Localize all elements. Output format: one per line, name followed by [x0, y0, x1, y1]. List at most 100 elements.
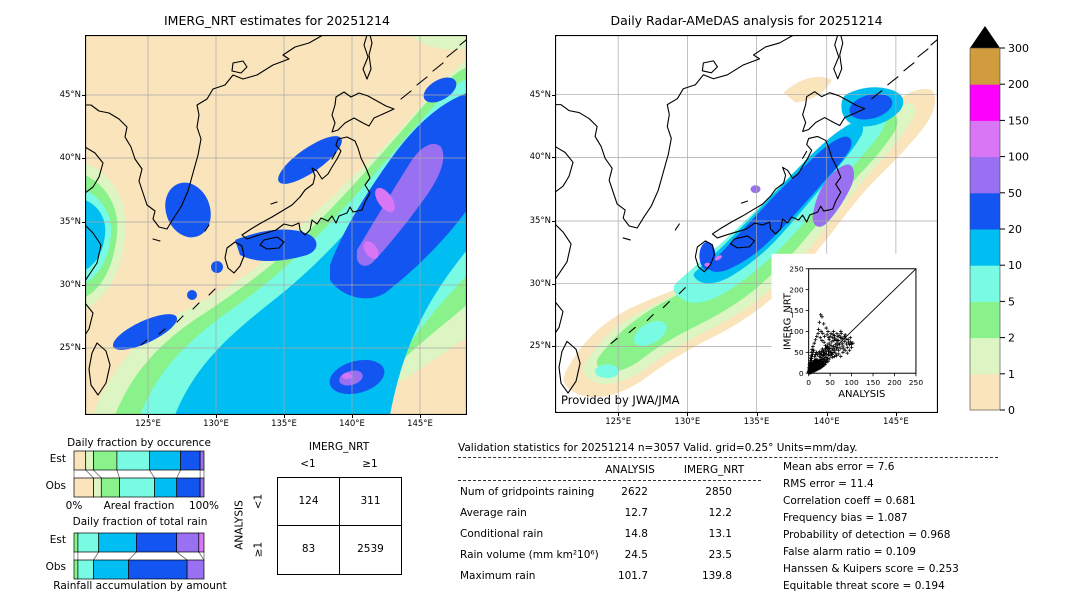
x-tick-label: 130°E: [203, 419, 229, 429]
scatter-frame: [808, 268, 917, 374]
colorbar-segment: [970, 301, 1000, 339]
validation-analysis-value: 2622: [621, 486, 648, 498]
est-segment-50-100: [199, 450, 205, 471]
validation-col-analysis: ANALYSIS: [605, 464, 655, 476]
colorbar: 0 1 2 5 10 20 50 100 150 200 300: [969, 26, 1029, 417]
colorbar-segment: [970, 192, 1000, 230]
y-tick-mark: [82, 222, 85, 223]
validation-col-imerg: IMERG_NRT: [683, 464, 745, 476]
est-segment-1-2: [85, 450, 94, 471]
x-tick-mark: [352, 415, 353, 418]
scatter-y-tick-label: 250: [789, 264, 804, 273]
y-tick-mark: [552, 283, 555, 285]
contingency-row-label-ge1: ≥1: [252, 541, 265, 558]
x-tick-label: 125°E: [135, 419, 161, 429]
y-tick-label: 40°N: [59, 153, 81, 163]
score-line: Mean abs error = 7.6: [783, 461, 895, 473]
validation-row-label: Rain volume (mm km²10⁶): [460, 549, 599, 561]
score-line: Hanssen & Kuipers score = 0.253: [783, 563, 959, 575]
obs-segment-2-5: [73, 559, 79, 580]
colorbar-segment: [970, 156, 1000, 194]
colorbar-segment: [970, 265, 1000, 302]
x-tick-label: 135°E: [271, 419, 297, 429]
validation-title: Validation statistics for 20251214 n=305…: [458, 442, 858, 454]
contingency-hline: [278, 525, 401, 527]
validation-imerg-value: 23.5: [708, 549, 732, 561]
contingency-cell-01: 311: [360, 495, 381, 507]
y-tick-label: 35°N: [59, 217, 81, 227]
scatter-y-tick-label: 100: [789, 327, 804, 336]
x-tick-mark: [148, 415, 149, 418]
occurrence-x-min: 0%: [65, 500, 83, 512]
validation-imerg-value: 12.2: [708, 507, 732, 519]
obs-segment-0-1: [73, 477, 94, 498]
x-tick-mark: [687, 413, 689, 416]
colorbar-tick-label: 150: [1008, 114, 1029, 127]
x-tick-mark: [618, 413, 620, 416]
validation-analysis-value: 14.8: [624, 528, 648, 540]
x-tick-label: 130°E: [674, 417, 701, 427]
totalrain-obs-label: Obs: [45, 561, 66, 573]
score-line: RMS error = 11.4: [783, 478, 874, 490]
est-segment-0-1: [73, 450, 87, 471]
y-tick-mark: [82, 95, 85, 96]
est-segment-10-20: [98, 532, 137, 553]
scatter-y-tick-label: 150: [789, 306, 804, 315]
score-line: Probability of detection = 0.968: [783, 529, 951, 541]
y-tick-mark: [552, 346, 555, 348]
occurrence-est-label: Est: [49, 453, 66, 465]
validation-header-rule: [458, 480, 761, 481]
est-segment-100-150: [198, 532, 205, 553]
right-map-frame: [555, 35, 938, 413]
y-tick-mark: [552, 94, 555, 96]
credit-text: Provided by JWA/JMA: [561, 393, 680, 407]
est-segment-50-100: [176, 532, 200, 553]
occurrence-obs-label: Obs: [45, 480, 66, 492]
y-tick-mark: [552, 157, 555, 159]
y-tick-label: 40°N: [529, 152, 551, 163]
imerg-precip-contours: [85, 35, 467, 415]
scatter-ylabel: IMERG_NRT: [783, 292, 794, 350]
validation-analysis-value: 101.7: [617, 570, 648, 582]
obs-segment-5-10: [77, 559, 94, 580]
contingency-col-label-ge1: ≥1: [362, 458, 378, 470]
validation-row-label: Conditional rain: [460, 528, 544, 540]
est-segment-5-10: [116, 450, 150, 471]
est-segment-20-50: [136, 532, 178, 553]
y-tick-mark: [82, 348, 85, 349]
scatter-y-tick-label: 200: [789, 285, 804, 294]
contingency-col-header: IMERG_NRT: [308, 441, 370, 453]
x-tick-label: 140°E: [339, 419, 365, 429]
colorbar-segment: [970, 120, 1000, 158]
x-tick-mark: [420, 415, 421, 418]
flow-connector: [149, 469, 155, 479]
flow-connector: [176, 469, 181, 479]
colorbar-segment: [970, 48, 1000, 85]
obs-segment-5-10: [119, 477, 155, 498]
score-line: False alarm ratio = 0.109: [783, 546, 916, 558]
colorbar-segment: [970, 229, 1000, 266]
y-tick-label: 30°N: [529, 278, 551, 289]
x-tick-label: 145°E: [882, 417, 909, 427]
y-tick-label: 25°N: [529, 341, 551, 352]
obs-segment-10-20: [93, 559, 129, 580]
obs-segment-10-20: [154, 477, 178, 498]
flow-connector: [93, 469, 102, 479]
obs-segment-20-50: [176, 477, 201, 498]
validation-imerg-value: 2850: [705, 486, 732, 498]
left-map-graticule: [85, 35, 467, 415]
colorbar-over-triangle: [970, 26, 1000, 48]
scatter-x-tick-label: 100: [844, 378, 859, 387]
est-segment-20-50: [180, 450, 201, 471]
validation-row-label: Num of gridpoints raining: [460, 486, 595, 498]
totalrain-caption: Rainfall accumulation by amount: [53, 580, 227, 592]
totalrain-est-label: Est: [49, 534, 66, 546]
scatter-y-tick-label: 50: [794, 348, 804, 357]
y-tick-label: 35°N: [529, 216, 551, 227]
colorbar-tick-label: 5: [1008, 295, 1015, 308]
colorbar-tick-label: 200: [1008, 78, 1029, 91]
scatter-x-tick-label: 150: [866, 378, 881, 387]
y-tick-label: 30°N: [59, 280, 81, 290]
